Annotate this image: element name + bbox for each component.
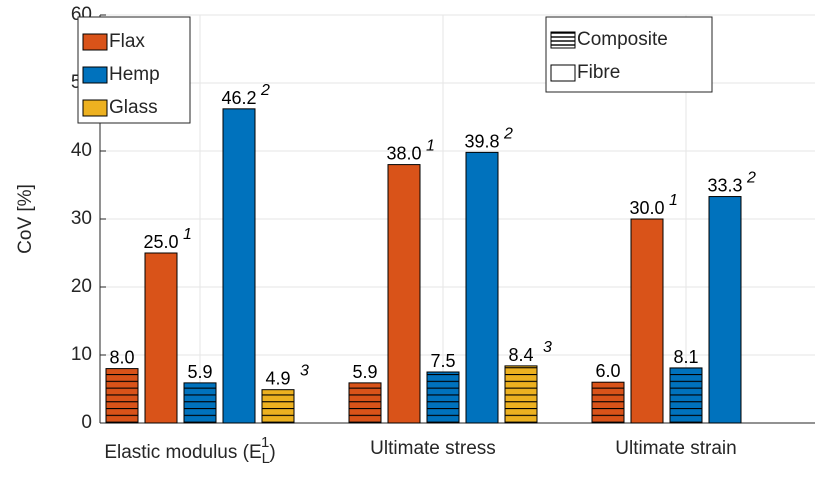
y-axis-label: CoV [%] [15,184,36,254]
legend-label: Fibre [577,62,620,83]
x-tick-label: Ultimate stress [370,438,496,459]
value-label: 8.4 [508,345,533,365]
bar [465,151,499,424]
value-label: 33.3 [707,176,742,196]
value-superscript: 1 [669,192,678,209]
bar [387,164,421,424]
value-label: 25.0 [143,232,178,252]
legend-label: Composite [577,29,668,50]
value-label: 8.1 [673,347,698,367]
bar [105,368,139,424]
value-label: 8.0 [109,348,134,368]
legend-swatch [82,33,108,51]
x-tick-label-sub: L [262,450,270,467]
value-superscript: 1 [183,226,192,243]
value-label: 5.9 [352,362,377,382]
legend-swatch [82,99,108,117]
bar [591,381,625,424]
value-superscript: 1 [426,138,435,155]
value-superscript: 3 [543,339,552,356]
legend-label: Flax [109,31,145,52]
value-superscript: 2 [746,170,756,187]
bar [348,382,382,424]
value-superscript: 2 [503,125,513,142]
y-tick-label: 20 [71,276,92,297]
legend-swatch [82,66,108,84]
legend-label: Glass [109,97,158,118]
y-tick-label: 30 [71,208,92,229]
value-superscript: 2 [260,82,270,99]
y-tick-label: 10 [71,344,92,365]
bar [222,108,256,424]
bar [426,371,460,424]
bar [630,218,664,424]
legend-label: Hemp [109,64,160,85]
value-label: 38.0 [386,144,421,164]
bar [261,389,295,424]
x-tick-label-part: Elastic modulus (E [104,442,261,463]
x-tick-label: Elastic modulus (EL1) [104,434,275,467]
bar [183,382,217,424]
value-label: 7.5 [430,351,455,371]
legend-swatch [550,31,576,49]
bar [504,365,538,424]
bar [669,367,703,424]
value-label: 46.2 [221,88,256,108]
x-tick-label-sup: 1 [261,434,269,451]
value-superscript: 3 [300,363,309,380]
value-label: 30.0 [629,198,664,218]
x-tick-label-part: ) [269,442,275,463]
y-tick-label: 0 [81,412,92,433]
bar [708,196,742,424]
value-label: 39.8 [464,131,499,151]
x-tick-label: Ultimate strain [615,438,736,459]
legend-swatch [550,64,576,82]
bar [144,252,178,424]
value-label: 4.9 [265,369,290,389]
value-label: 6.0 [595,361,620,381]
y-tick-label: 40 [71,140,92,161]
value-label: 5.9 [187,362,212,382]
